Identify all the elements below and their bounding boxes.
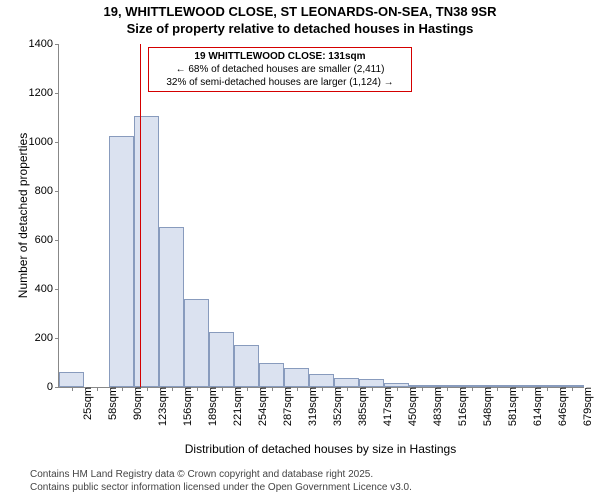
x-tick-label: 581sqm [501, 387, 519, 426]
histogram-bar [184, 299, 209, 387]
annotation-title: 19 WHITTLEWOOD CLOSE: 131sqm [153, 50, 407, 63]
x-tick-label: 679sqm [576, 387, 594, 426]
x-tick-mark [97, 387, 98, 391]
footer-line-2: Contains public sector information licen… [30, 481, 412, 494]
y-tick-mark [55, 289, 59, 290]
x-tick-mark [497, 387, 498, 391]
x-tick-label: 614sqm [526, 387, 544, 426]
x-tick-mark [547, 387, 548, 391]
x-tick-mark [397, 387, 398, 391]
annotation-line-2: ← 68% of detached houses are smaller (2,… [153, 63, 407, 76]
x-axis-label: Distribution of detached houses by size … [58, 442, 583, 456]
y-axis-label: Number of detached properties [16, 44, 30, 387]
x-tick-mark [572, 387, 573, 391]
annotation-line-3: 32% of semi-detached houses are larger (… [153, 76, 407, 89]
marker-annotation: 19 WHITTLEWOOD CLOSE: 131sqm ← 68% of de… [148, 47, 412, 92]
histogram-bar [134, 116, 159, 387]
x-tick-label: 254sqm [251, 387, 269, 426]
x-tick-mark [122, 387, 123, 391]
x-tick-label: 287sqm [276, 387, 294, 426]
histogram-plot: 020040060080010001200140025sqm58sqm90sqm… [58, 44, 584, 388]
x-tick-mark [422, 387, 423, 391]
x-tick-label: 58sqm [101, 387, 119, 420]
x-tick-label: 352sqm [326, 387, 344, 426]
y-tick-mark [55, 191, 59, 192]
histogram-bar [284, 368, 309, 387]
x-tick-mark [297, 387, 298, 391]
y-tick-mark [55, 240, 59, 241]
histogram-bar [259, 363, 284, 388]
y-tick-mark [55, 387, 59, 388]
percentile-marker-line [140, 44, 141, 387]
footer-line-1: Contains HM Land Registry data © Crown c… [30, 468, 412, 481]
x-tick-label: 156sqm [176, 387, 194, 426]
y-tick-mark [55, 142, 59, 143]
x-tick-mark [347, 387, 348, 391]
x-tick-label: 123sqm [151, 387, 169, 426]
x-tick-label: 450sqm [401, 387, 419, 426]
x-tick-mark [522, 387, 523, 391]
x-tick-label: 90sqm [126, 387, 144, 420]
x-tick-mark [247, 387, 248, 391]
x-tick-label: 319sqm [301, 387, 319, 426]
x-tick-mark [197, 387, 198, 391]
histogram-bar [159, 227, 184, 387]
x-tick-mark [172, 387, 173, 391]
x-tick-mark [472, 387, 473, 391]
x-tick-label: 548sqm [476, 387, 494, 426]
x-tick-label: 646sqm [551, 387, 569, 426]
y-tick-mark [55, 338, 59, 339]
x-tick-label: 189sqm [201, 387, 219, 426]
x-tick-label: 385sqm [351, 387, 369, 426]
footer: Contains HM Land Registry data © Crown c… [30, 468, 412, 494]
chart-title-1: 19, WHITTLEWOOD CLOSE, ST LEONARDS-ON-SE… [0, 0, 600, 21]
x-tick-label: 483sqm [426, 387, 444, 426]
x-tick-mark [322, 387, 323, 391]
x-tick-mark [147, 387, 148, 391]
chart-title-2: Size of property relative to detached ho… [0, 21, 600, 38]
histogram-bar [309, 374, 334, 387]
histogram-bar [109, 136, 134, 387]
x-tick-label: 417sqm [376, 387, 394, 426]
x-tick-mark [72, 387, 73, 391]
x-tick-mark [447, 387, 448, 391]
x-tick-mark [372, 387, 373, 391]
histogram-bar [334, 378, 359, 387]
histogram-bar [209, 332, 234, 387]
x-tick-mark [222, 387, 223, 391]
x-tick-mark [272, 387, 273, 391]
y-tick-mark [55, 93, 59, 94]
x-tick-label: 516sqm [451, 387, 469, 426]
y-tick-mark [55, 44, 59, 45]
x-tick-label: 25sqm [76, 387, 94, 420]
histogram-bar [234, 345, 259, 387]
histogram-bar [59, 372, 84, 387]
x-tick-label: 221sqm [226, 387, 244, 426]
histogram-bar [359, 379, 384, 387]
